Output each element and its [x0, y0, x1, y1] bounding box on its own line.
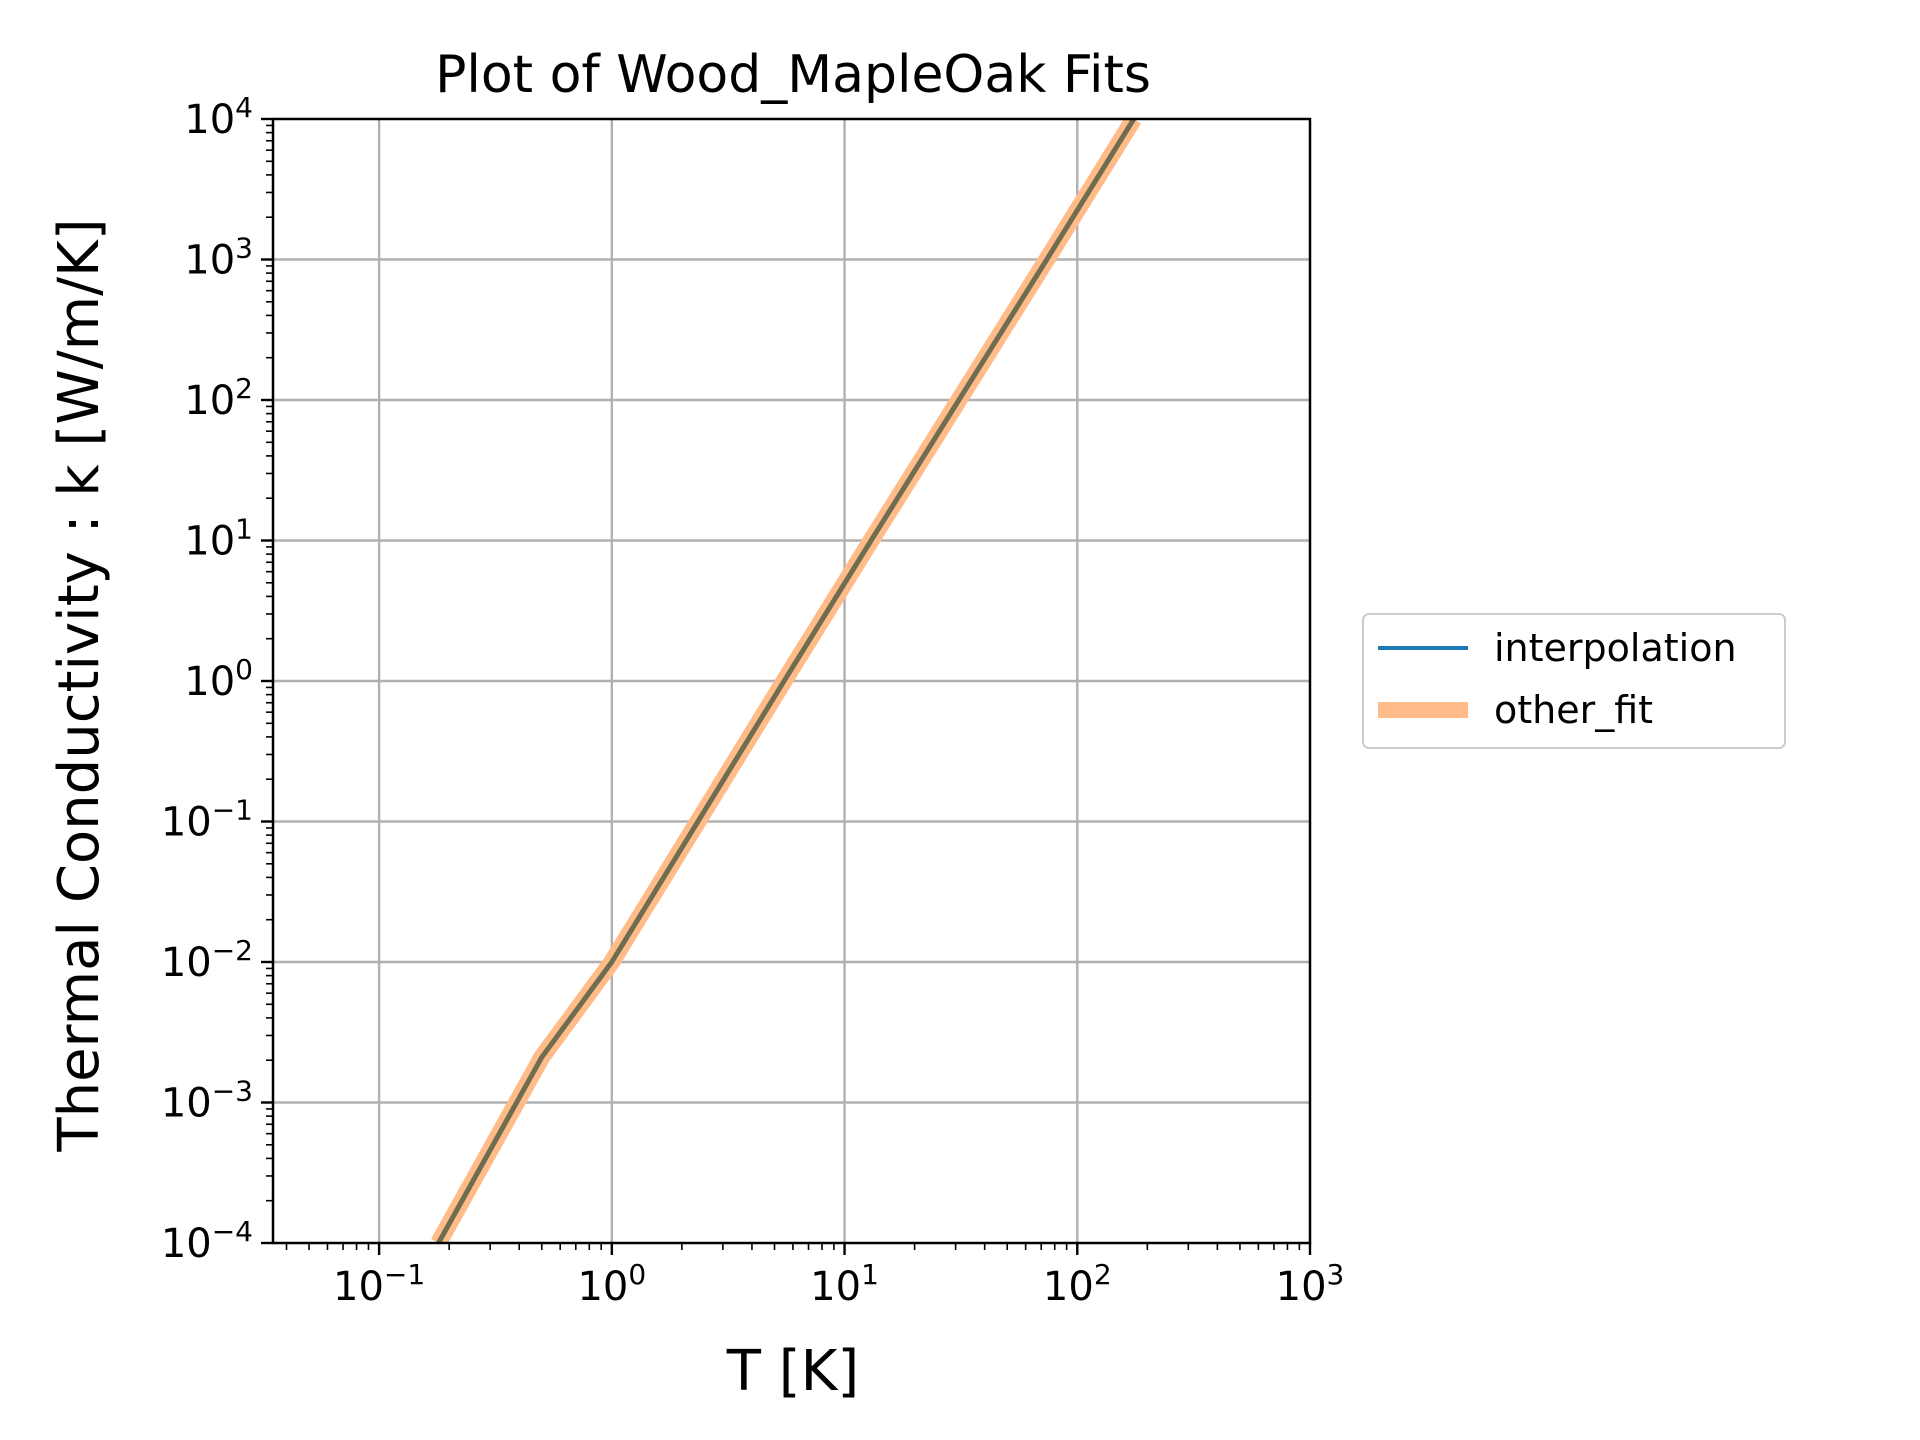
- y-tick-label: 10−4: [161, 1215, 253, 1267]
- legend: interpolation other_fit: [1362, 613, 1786, 749]
- y-tick-label: 10−3: [161, 1075, 253, 1127]
- y-tick-label: 10−1: [161, 794, 253, 846]
- y-tick-label: 102: [184, 372, 253, 424]
- y-tick-label: 104: [184, 91, 253, 143]
- ticks: [261, 117, 1312, 1255]
- x-tick-label: 10−1: [333, 1258, 425, 1310]
- legend-label-interpolation: interpolation: [1494, 626, 1737, 670]
- y-tick-label: 103: [184, 232, 253, 284]
- y-tick-labels: 10−4 10−3 10−2 10−1 100 101 102 103 104: [161, 91, 253, 1267]
- y-tick-label: 101: [184, 513, 253, 565]
- x-tick-label: 100: [577, 1258, 646, 1310]
- y-tick-label: 100: [184, 653, 253, 705]
- x-tick-label: 103: [1276, 1258, 1345, 1310]
- grid: [273, 119, 1310, 1243]
- chart-title: Plot of Wood_MapleOak Fits: [435, 45, 1151, 105]
- y-tick-label: 10−2: [161, 934, 253, 986]
- x-tick-label: 102: [1043, 1258, 1112, 1310]
- legend-box: [1362, 613, 1786, 749]
- y-axis-label: Thermal Conductivity : k [W/m/K]: [47, 218, 112, 1152]
- x-tick-labels: 10−1 100 101 102 103: [333, 1258, 1344, 1310]
- series-layer: [431, 119, 1142, 1243]
- legend-label-other-fit: other_fit: [1494, 688, 1653, 732]
- x-tick-label: 101: [810, 1258, 879, 1310]
- series-line-interpolation: [436, 119, 1136, 1243]
- x-axis-label: T [K]: [726, 1339, 859, 1404]
